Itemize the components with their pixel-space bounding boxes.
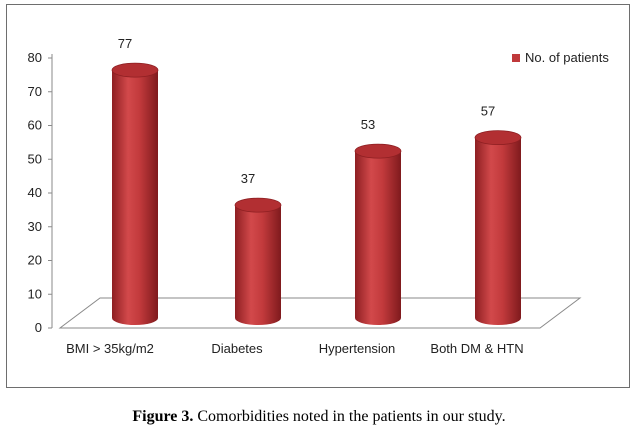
legend: No. of patients [512, 50, 609, 65]
bar-body [112, 70, 158, 325]
y-tick-label: 60 [28, 118, 42, 133]
bar-top [354, 143, 402, 159]
category-label: Diabetes [211, 341, 263, 356]
bar-top [474, 130, 522, 146]
y-tick-label: 50 [28, 151, 42, 166]
y-tick-label: 20 [28, 253, 42, 268]
y-tick-label: 10 [28, 286, 42, 301]
y-tick-label: 80 [28, 50, 42, 65]
data-label: 57 [481, 104, 495, 119]
bar [354, 143, 402, 325]
y-tick-label: 40 [28, 185, 42, 200]
bar-body [235, 205, 281, 325]
figure-caption: Figure 3. Comorbidities noted in the pat… [0, 408, 638, 426]
category-label: Hypertension [319, 341, 396, 356]
bar [474, 130, 522, 325]
bar [111, 62, 159, 325]
bar [234, 197, 282, 325]
y-tick-label: 30 [28, 219, 42, 234]
data-label: 37 [241, 171, 255, 186]
data-label: 77 [118, 36, 132, 51]
y-tick-label: 0 [35, 320, 42, 335]
data-label: 53 [361, 117, 375, 132]
bar-top [111, 62, 159, 78]
category-label: Both DM & HTN [430, 341, 523, 356]
y-tick-label: 70 [28, 84, 42, 99]
comorbidities-bar-chart: 0 10 20 30 40 50 60 70 80 77 BMI > 35kg/m2 37 Diabe… [28, 36, 610, 356]
legend-swatch [512, 54, 520, 62]
bar-body [475, 137, 521, 325]
caption-text: Comorbidities noted in the patients in o… [193, 408, 506, 425]
chart-floor [58, 297, 582, 329]
bar-body [355, 151, 401, 325]
category-label: BMI > 35kg/m2 [66, 341, 154, 356]
legend-label: No. of patients [525, 50, 609, 65]
bar-top [234, 197, 282, 213]
caption-label: Figure 3. [132, 408, 194, 425]
